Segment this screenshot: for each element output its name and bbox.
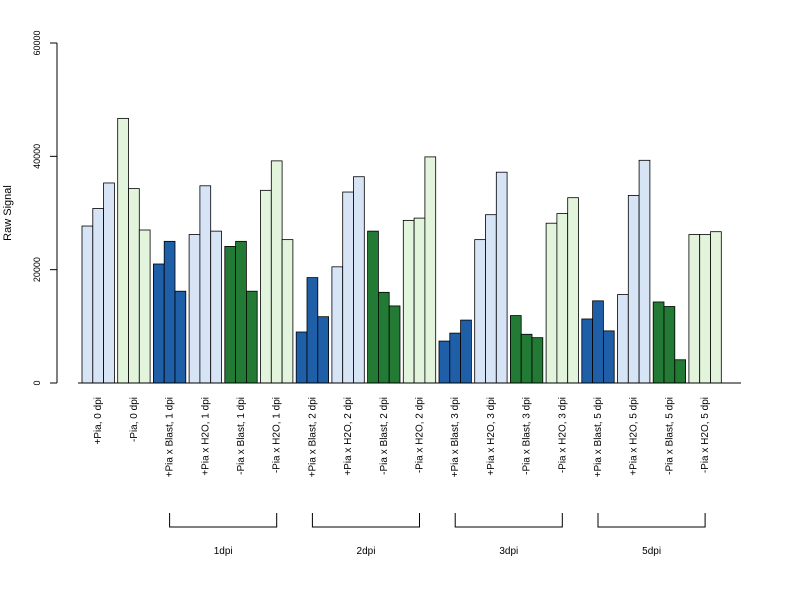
group-label: 1dpi bbox=[214, 546, 233, 557]
bar bbox=[377, 291, 390, 384]
x-tick-label: +Pia x H2O, 2 dpi bbox=[343, 397, 354, 476]
bar bbox=[103, 182, 115, 384]
bar bbox=[342, 191, 354, 384]
bar bbox=[92, 208, 105, 384]
bar bbox=[567, 197, 579, 384]
group-label: 2dpi bbox=[357, 546, 376, 557]
bar bbox=[449, 332, 461, 384]
group-bracket bbox=[311, 513, 420, 528]
bar bbox=[235, 240, 247, 384]
bar bbox=[460, 319, 472, 384]
bar bbox=[413, 217, 426, 384]
bar bbox=[317, 316, 329, 384]
bar bbox=[295, 331, 308, 384]
bar bbox=[331, 266, 344, 384]
bar bbox=[674, 359, 686, 384]
x-tick-labels: +Pia, 0 dpi -Pia, 0 dpi +Pia x Blast, 1 dp… bbox=[93, 397, 711, 477]
x-tick-label: +Pia x Blast, 3 dpi bbox=[450, 397, 461, 477]
group-bracket bbox=[597, 513, 706, 528]
bar bbox=[638, 159, 651, 384]
y-axis-label: Raw Signal bbox=[2, 185, 14, 241]
bar bbox=[353, 176, 365, 384]
bar bbox=[117, 117, 129, 384]
group-label: 5dpi bbox=[642, 546, 661, 557]
bar bbox=[592, 300, 604, 384]
bar bbox=[438, 340, 451, 384]
y-tick-label: 20000 bbox=[32, 257, 42, 282]
bar bbox=[627, 195, 640, 384]
x-tick-label: -Pia x H2O, 1 dpi bbox=[272, 397, 283, 473]
bar bbox=[581, 318, 593, 384]
bar bbox=[174, 290, 187, 384]
group-label: 3dpi bbox=[499, 546, 518, 557]
bar bbox=[495, 171, 508, 384]
bar bbox=[485, 214, 497, 384]
bar bbox=[699, 234, 711, 384]
bar bbox=[603, 330, 615, 384]
group-bracket bbox=[169, 513, 278, 528]
x-tick-label: -Pia x H2O, 2 dpi bbox=[415, 397, 426, 473]
x-tick-label: -Pia, 0 dpi bbox=[129, 397, 140, 442]
bar bbox=[245, 290, 258, 384]
bar bbox=[270, 160, 283, 384]
bar bbox=[388, 305, 401, 384]
bars bbox=[81, 117, 722, 384]
x-tick-label: +Pia x Blast, 2 dpi bbox=[307, 397, 318, 477]
x-tick-label: -Pia x Blast, 3 dpi bbox=[522, 397, 533, 475]
bar bbox=[424, 156, 437, 384]
bar bbox=[260, 189, 272, 384]
x-tick-label: -Pia x Blast, 1 dpi bbox=[236, 397, 247, 475]
bar bbox=[152, 263, 165, 384]
y-tick-label: 0 bbox=[32, 380, 42, 385]
x-tick-label: +Pia, 0 dpi bbox=[93, 397, 104, 445]
x-tick-label: +Pia x Blast, 1 dpi bbox=[165, 397, 176, 477]
x-tick-label: +Pia x H2O, 5 dpi bbox=[629, 397, 640, 476]
bar bbox=[545, 222, 558, 384]
y-axis: 0 20000 40000 60000 bbox=[32, 30, 58, 386]
y-tick-label: 40000 bbox=[32, 144, 42, 169]
bar bbox=[199, 185, 212, 384]
bar bbox=[128, 188, 140, 384]
bar bbox=[688, 234, 701, 384]
bar bbox=[509, 315, 522, 384]
bar bbox=[138, 229, 151, 384]
x-tick-label: -Pia x Blast, 2 dpi bbox=[379, 397, 390, 475]
bar bbox=[710, 231, 722, 384]
x-tick-label: +Pia x Blast, 5 dpi bbox=[593, 397, 604, 477]
group-brackets: 1dpi 2dpi 3dpi 5dpi bbox=[169, 513, 706, 557]
x-tick-label: +Pia x H2O, 1 dpi bbox=[200, 397, 211, 476]
bar bbox=[556, 213, 569, 384]
x-tick-label: -Pia x H2O, 5 dpi bbox=[700, 397, 711, 473]
bar bbox=[367, 230, 379, 384]
x-tick-label: +Pia x H2O, 3 dpi bbox=[486, 397, 497, 476]
bar bbox=[188, 234, 201, 384]
bar bbox=[531, 337, 544, 384]
bar bbox=[281, 239, 294, 384]
bar bbox=[520, 333, 533, 384]
bar bbox=[402, 219, 415, 384]
group-bracket bbox=[454, 513, 563, 528]
bar bbox=[163, 240, 176, 384]
y-tick-label: 60000 bbox=[32, 30, 42, 55]
x-tick-label: -Pia x H2O, 3 dpi bbox=[557, 397, 568, 473]
bar bbox=[210, 230, 222, 384]
bar bbox=[224, 246, 237, 384]
bar bbox=[617, 294, 629, 384]
bar bbox=[663, 306, 676, 384]
x-tick-label: -Pia x Blast, 5 dpi bbox=[664, 397, 675, 475]
bar bbox=[306, 277, 319, 384]
bar bbox=[81, 225, 94, 384]
bar bbox=[474, 239, 486, 384]
bar bbox=[652, 301, 665, 384]
